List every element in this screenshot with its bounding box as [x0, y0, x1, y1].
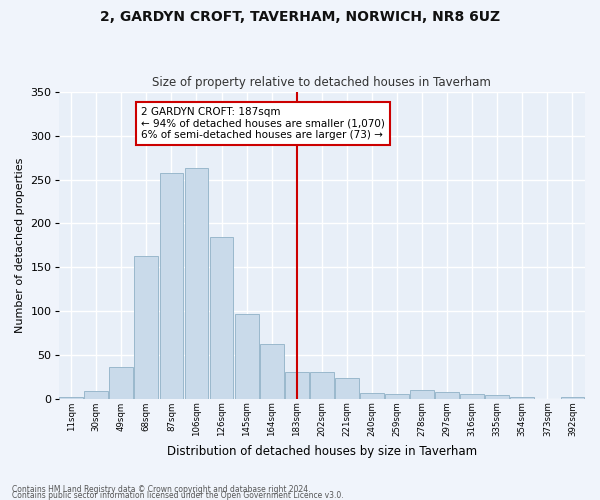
- Bar: [209, 236, 233, 398]
- Bar: [285, 372, 308, 398]
- Bar: [560, 397, 584, 398]
- Text: 2, GARDYN CROFT, TAVERHAM, NORWICH, NR8 6UZ: 2, GARDYN CROFT, TAVERHAM, NORWICH, NR8 …: [100, 10, 500, 24]
- Bar: [460, 394, 484, 398]
- Bar: [85, 390, 108, 398]
- Bar: [260, 344, 284, 399]
- Bar: [235, 314, 259, 398]
- X-axis label: Distribution of detached houses by size in Taverham: Distribution of detached houses by size …: [167, 444, 477, 458]
- Bar: [109, 367, 133, 398]
- Bar: [511, 397, 534, 398]
- Y-axis label: Number of detached properties: Number of detached properties: [15, 158, 25, 333]
- Bar: [385, 394, 409, 398]
- Text: Contains HM Land Registry data © Crown copyright and database right 2024.: Contains HM Land Registry data © Crown c…: [12, 484, 311, 494]
- Title: Size of property relative to detached houses in Taverham: Size of property relative to detached ho…: [152, 76, 491, 90]
- Bar: [485, 395, 509, 398]
- Text: Contains public sector information licensed under the Open Government Licence v3: Contains public sector information licen…: [12, 490, 344, 500]
- Bar: [310, 372, 334, 398]
- Bar: [134, 256, 158, 398]
- Bar: [59, 397, 83, 398]
- Bar: [335, 378, 359, 398]
- Bar: [360, 394, 384, 398]
- Bar: [185, 168, 208, 398]
- Bar: [435, 392, 459, 398]
- Bar: [160, 172, 184, 398]
- Bar: [410, 390, 434, 398]
- Text: 2 GARDYN CROFT: 187sqm
← 94% of detached houses are smaller (1,070)
6% of semi-d: 2 GARDYN CROFT: 187sqm ← 94% of detached…: [142, 107, 385, 140]
